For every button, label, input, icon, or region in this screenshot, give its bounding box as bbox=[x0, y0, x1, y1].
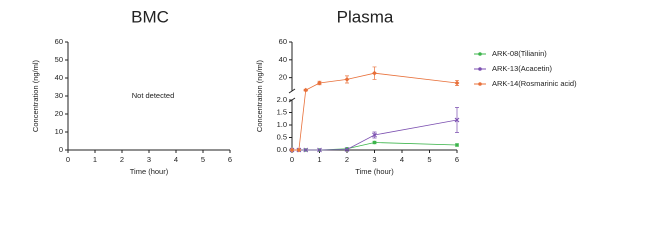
page: {"chart_data": [ {"type": "line", "title… bbox=[30, 7, 578, 176]
y-tick-label: 60 bbox=[279, 37, 287, 46]
x-tick-label: 1 bbox=[93, 155, 97, 164]
data-point bbox=[344, 147, 350, 152]
chart-title: BMC bbox=[131, 7, 169, 26]
axis-break bbox=[288, 88, 296, 94]
legend-label: ARK-14(Rosmarinic acid) bbox=[492, 79, 577, 88]
y-tick-label: 1.5 bbox=[277, 107, 287, 116]
annotation: Not detected bbox=[132, 91, 175, 100]
x-tick-label: 0 bbox=[66, 155, 70, 164]
data-point bbox=[303, 87, 309, 93]
x-axis-label: Time (hour) bbox=[130, 167, 169, 176]
legend-label: ARK-08(Tilianin) bbox=[492, 49, 547, 58]
x-tick-label: 6 bbox=[455, 155, 459, 164]
x-tick-label: 5 bbox=[201, 155, 205, 164]
x-tick-label: 2 bbox=[120, 155, 124, 164]
series-line bbox=[292, 72, 458, 151]
y-tick-label: 0 bbox=[59, 145, 63, 154]
x-tick-label: 1 bbox=[317, 155, 321, 164]
x-tick-label: 2 bbox=[345, 155, 349, 164]
chart-title: Plasma bbox=[337, 7, 394, 26]
data-point bbox=[289, 147, 295, 153]
x-tick-label: 5 bbox=[427, 155, 431, 164]
x-tick-label: 4 bbox=[400, 155, 404, 164]
legend-marker bbox=[478, 67, 482, 71]
y-tick-label: 20 bbox=[279, 73, 287, 82]
y-tick-label: 60 bbox=[55, 37, 63, 46]
x-tick-label: 4 bbox=[174, 155, 178, 164]
x-tick-label: 0 bbox=[290, 155, 294, 164]
y-tick-label: 10 bbox=[55, 127, 63, 136]
data-point bbox=[372, 132, 377, 138]
y-tick-label: 50 bbox=[55, 55, 63, 64]
x-tick-label: 3 bbox=[372, 155, 376, 164]
y-tick-label: 1.0 bbox=[277, 120, 287, 129]
data-point bbox=[454, 80, 460, 86]
y-tick-label: 30 bbox=[55, 91, 63, 100]
figure: BMC Time (hour) Concentration (ng/ml) 0 1 2 3 4… bbox=[31, 7, 577, 176]
data-point bbox=[344, 77, 350, 82]
data-point bbox=[296, 147, 302, 153]
legend-marker bbox=[478, 52, 482, 56]
x-tick-label: 3 bbox=[147, 155, 151, 164]
y-axis-label: Concentration (ng/ml) bbox=[255, 59, 264, 132]
legend-marker bbox=[478, 82, 482, 86]
data-point bbox=[303, 147, 309, 153]
data-point bbox=[372, 140, 377, 145]
y-tick-label: 40 bbox=[279, 55, 287, 64]
data-point bbox=[454, 117, 460, 123]
y-tick-label: 0.5 bbox=[277, 132, 287, 141]
x-tick-label: 6 bbox=[228, 155, 232, 164]
data-point bbox=[372, 70, 377, 76]
y-tick-label: 0.0 bbox=[277, 145, 287, 154]
legend-label: ARK-13(Acacetin) bbox=[492, 64, 553, 73]
y-tick-label: 2.0 bbox=[277, 95, 287, 104]
y-axis-label: Concentration (ng/ml) bbox=[31, 59, 40, 132]
data-point bbox=[455, 143, 459, 147]
x-axis-label: Time (hour) bbox=[355, 167, 394, 176]
data-point bbox=[317, 147, 322, 153]
y-tick-label: 20 bbox=[55, 109, 63, 118]
data-point bbox=[317, 80, 322, 86]
y-tick-label: 40 bbox=[55, 73, 63, 82]
